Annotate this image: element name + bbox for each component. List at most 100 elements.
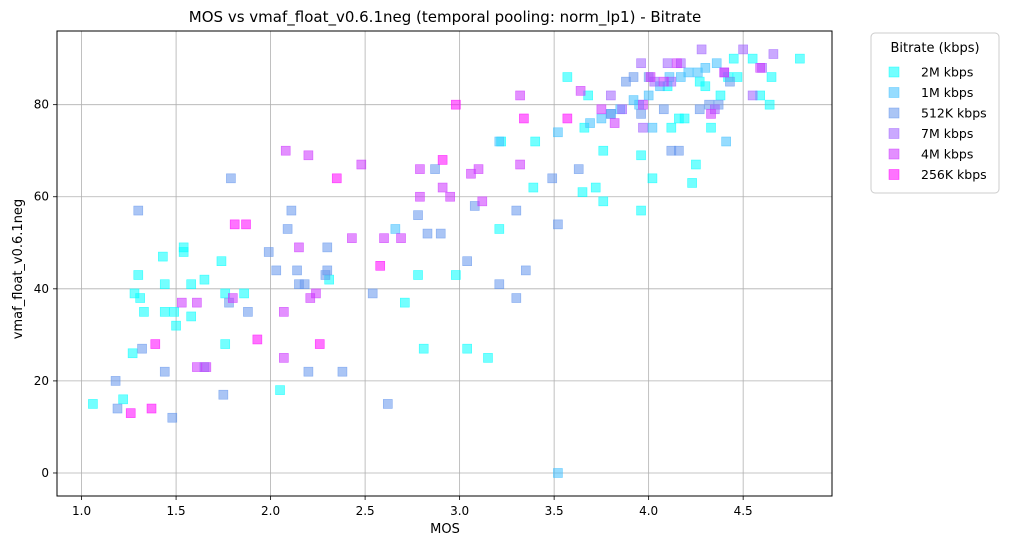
x-tick-label: 3.0 bbox=[450, 504, 469, 518]
data-point bbox=[617, 104, 627, 115]
data-point bbox=[755, 63, 765, 73]
data-point bbox=[658, 104, 669, 115]
data-point bbox=[133, 270, 144, 280]
data-point bbox=[494, 224, 505, 234]
data-point bbox=[243, 307, 253, 317]
legend-box bbox=[870, 32, 1000, 194]
data-point bbox=[133, 205, 144, 216]
data-point bbox=[636, 205, 646, 216]
data-point bbox=[691, 159, 701, 170]
y-tick-label: 40 bbox=[34, 282, 49, 296]
data-point bbox=[645, 72, 656, 82]
series-512k-kbps bbox=[110, 72, 735, 423]
data-point bbox=[636, 109, 646, 119]
data-point bbox=[263, 247, 274, 257]
data-point bbox=[171, 320, 181, 331]
data-point bbox=[795, 53, 805, 64]
data-point bbox=[146, 403, 157, 414]
data-point bbox=[609, 118, 620, 128]
data-point bbox=[577, 187, 588, 197]
data-point bbox=[515, 90, 525, 101]
data-point bbox=[186, 311, 197, 322]
data-point bbox=[150, 339, 161, 349]
data-point bbox=[322, 265, 333, 276]
data-point bbox=[127, 348, 138, 359]
data-point bbox=[694, 104, 705, 115]
data-point bbox=[764, 99, 775, 110]
data-point bbox=[511, 205, 522, 216]
data-point bbox=[125, 408, 136, 418]
data-point bbox=[728, 53, 739, 64]
data-point bbox=[303, 366, 314, 377]
data-point bbox=[314, 339, 325, 349]
data-point bbox=[647, 173, 658, 184]
data-point bbox=[292, 265, 302, 276]
x-tick-label: 4.0 bbox=[639, 504, 658, 518]
data-point bbox=[375, 261, 386, 271]
data-point bbox=[322, 242, 333, 253]
data-point bbox=[553, 468, 563, 478]
data-point bbox=[598, 145, 609, 156]
data-point bbox=[553, 127, 563, 138]
data-point bbox=[275, 385, 285, 395]
data-point bbox=[303, 150, 314, 161]
data-point bbox=[280, 145, 291, 156]
data-point bbox=[415, 191, 425, 202]
data-point bbox=[337, 366, 348, 377]
data-point bbox=[636, 150, 646, 161]
legend-label: 7M kbps bbox=[921, 126, 973, 141]
data-point bbox=[229, 219, 240, 230]
data-point bbox=[379, 233, 389, 243]
data-point bbox=[241, 219, 251, 230]
legend-marker bbox=[888, 87, 900, 98]
data-point bbox=[415, 164, 425, 174]
legend-marker bbox=[888, 107, 900, 119]
data-point bbox=[643, 90, 654, 101]
data-point bbox=[494, 279, 505, 290]
data-point bbox=[110, 376, 121, 386]
data-point bbox=[279, 353, 289, 363]
data-point bbox=[687, 178, 697, 188]
legend[interactable]: Bitrate (kbps) 2M kbps 1M kbps 512K kbps 7M… bbox=[870, 32, 1000, 194]
data-point bbox=[158, 251, 168, 262]
x-tick-label: 4.5 bbox=[734, 504, 753, 518]
x-axis-label: MOS bbox=[430, 522, 460, 537]
data-point bbox=[192, 362, 202, 372]
data-point bbox=[159, 307, 170, 317]
data-point bbox=[462, 343, 472, 354]
data-point bbox=[167, 412, 178, 423]
data-point bbox=[473, 164, 484, 174]
data-point bbox=[662, 58, 673, 69]
data-point bbox=[286, 205, 297, 216]
data-point bbox=[520, 265, 531, 276]
legend-marker bbox=[888, 169, 900, 180]
data-point bbox=[226, 173, 236, 184]
data-point bbox=[638, 122, 648, 133]
data-point bbox=[418, 343, 429, 354]
data-point bbox=[766, 72, 777, 82]
data-point bbox=[725, 76, 735, 87]
data-point bbox=[437, 155, 448, 165]
data-points bbox=[88, 44, 805, 478]
data-point bbox=[636, 58, 646, 69]
data-point bbox=[218, 389, 229, 400]
legend-label: 4M kbps bbox=[921, 147, 973, 162]
data-point bbox=[738, 44, 748, 55]
data-point bbox=[216, 256, 227, 266]
data-point bbox=[596, 104, 607, 115]
data-point bbox=[413, 270, 423, 280]
data-point bbox=[137, 343, 147, 354]
data-point bbox=[585, 118, 595, 128]
legend-label: 512K kbps bbox=[921, 106, 987, 121]
data-point bbox=[596, 113, 607, 124]
data-point bbox=[590, 182, 601, 193]
legend-marker bbox=[888, 148, 900, 160]
data-point bbox=[606, 109, 616, 119]
data-point bbox=[430, 164, 440, 174]
data-point bbox=[451, 99, 461, 110]
data-point bbox=[356, 159, 367, 170]
data-point bbox=[700, 63, 711, 73]
x-tick-label: 2.0 bbox=[261, 504, 280, 518]
data-point bbox=[747, 53, 758, 64]
